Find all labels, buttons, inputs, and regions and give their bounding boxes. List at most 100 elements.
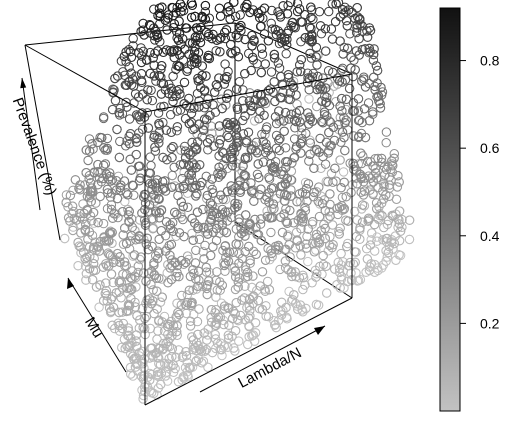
scatter-point (340, 145, 350, 156)
scatter-point (358, 151, 368, 161)
scatter-point (205, 198, 216, 208)
scatter-point (348, 259, 359, 269)
scatter-point (295, 60, 305, 70)
scatter-point (172, 209, 182, 220)
scatter-point (394, 177, 404, 187)
scatter-point (349, 55, 359, 65)
scatter-point (154, 138, 164, 148)
scatter-point (122, 102, 132, 112)
scatter-point (139, 192, 149, 202)
scatter-point (134, 48, 144, 58)
scatter-point (222, 93, 232, 104)
scatter-point (232, 142, 242, 152)
scatter-point (248, 52, 258, 63)
scatter-point (335, 36, 345, 46)
scatter-point (165, 223, 176, 234)
scatter-point (131, 336, 141, 346)
scatter-point (192, 316, 203, 327)
scatter-point (236, 26, 246, 36)
scatter-point (141, 239, 152, 249)
scatter-point (171, 312, 181, 322)
scatter-point (185, 321, 196, 331)
scatter-point (263, 86, 274, 96)
scatter-point (353, 94, 364, 104)
scatter-point (143, 123, 154, 133)
scatter-point (245, 311, 255, 321)
scatter-point (311, 272, 321, 282)
scatter-point (103, 248, 113, 258)
scatter-point (265, 255, 275, 265)
scatter-point (300, 202, 310, 213)
scatter-point (287, 295, 298, 305)
scatter-point (370, 81, 380, 92)
scatter-point (234, 217, 244, 227)
scatter-point (157, 60, 167, 71)
scatter-point (155, 8, 165, 18)
scatter-point (209, 141, 219, 151)
scatter-point (136, 57, 147, 68)
scatter-point (259, 110, 269, 121)
scatter-point (203, 94, 213, 104)
scatter-point (146, 85, 156, 96)
scatter-point (356, 148, 366, 158)
scatter-point (68, 185, 78, 196)
scatter-point (287, 158, 297, 168)
scatter-point (131, 134, 142, 144)
scatter-point (101, 259, 111, 269)
scatter-point (255, 281, 265, 291)
scatter-point (312, 60, 322, 70)
scatter-point (274, 145, 285, 156)
scatter-point (177, 290, 187, 301)
box-edge-left-vertical (24, 44, 61, 241)
scatter-point (121, 306, 132, 317)
scatter-point (165, 46, 175, 56)
scatter-point (161, 45, 172, 55)
scatter-point (190, 258, 201, 268)
scatter-point (154, 316, 164, 326)
scatter-point (152, 30, 162, 40)
scatter-point (166, 127, 177, 138)
scatter-point (234, 249, 244, 259)
scatter-point (245, 220, 256, 230)
scatter-point (324, 127, 334, 138)
scatter-point (369, 44, 379, 54)
scatter-point (129, 250, 140, 260)
scatter-point (119, 176, 130, 186)
scatter-point (274, 135, 284, 145)
scatter-point (240, 111, 250, 121)
scatter-point (193, 47, 204, 58)
scatter-point (146, 279, 156, 290)
scatter-point (147, 241, 157, 252)
scatter-point (221, 153, 231, 164)
scatter-point (318, 73, 328, 83)
scatter-point (267, 5, 277, 16)
scatter-point (149, 308, 159, 319)
scatter-point (323, 66, 334, 76)
scatter-point (365, 25, 376, 36)
scatter-point (215, 11, 226, 21)
scatter-point (358, 190, 369, 200)
scatter-point (345, 29, 355, 39)
scatter-point (121, 47, 131, 57)
scatter-point (394, 236, 405, 246)
scatter-point (337, 93, 347, 104)
scatter-point (281, 143, 291, 153)
scatter-point (202, 335, 212, 345)
scatter-point (115, 136, 125, 147)
scatter-point (154, 234, 164, 245)
scatter-point (211, 320, 221, 331)
scatter-point (157, 2, 167, 12)
scatter-point (352, 215, 362, 225)
scatter-point (158, 184, 168, 194)
scatter-point (190, 11, 200, 22)
scatter-point (138, 322, 148, 333)
scatter-point (225, 14, 235, 24)
scatter-point (217, 350, 227, 361)
scatter-point (213, 195, 224, 205)
scatter-point (357, 21, 367, 31)
scatter-point (153, 246, 163, 256)
scatter-point (285, 94, 295, 105)
scatter-point (219, 319, 229, 330)
scatter-point (230, 147, 240, 158)
scatter-point (316, 82, 326, 92)
